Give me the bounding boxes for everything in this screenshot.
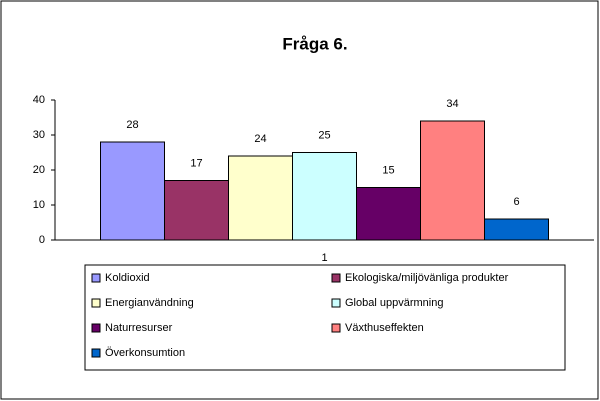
legend-label: Energianvändning [105,297,194,309]
legend-swatch [91,348,101,358]
legend-box [84,264,566,371]
data-label: 17 [190,157,202,169]
legend-label: Överkonsumtion [105,347,185,359]
legend-label: Ekologiska/miljövänliga produkter [345,272,509,284]
y-tick-label: 0 [39,234,45,246]
legend-swatch [91,273,101,283]
legend-label: Naturresurser [105,322,173,334]
y-tick-label: 40 [33,94,45,106]
data-label: 25 [318,129,330,141]
legend-swatch [331,273,341,283]
legend-swatch [331,323,341,333]
bar [292,152,357,241]
legend-label: Koldioxid [105,272,150,284]
data-label: 15 [382,164,394,176]
legend-label: Växthuseffekten [345,322,424,334]
legend-swatch [91,323,101,333]
legend-swatch [91,298,101,308]
data-label: 6 [513,196,519,208]
bar [228,155,293,241]
data-label: 34 [446,98,458,110]
y-tick-label: 30 [33,129,45,141]
bar [484,218,549,241]
data-label: 28 [126,119,138,131]
y-tick-label: 10 [33,199,45,211]
legend-label: Global uppvärmning [345,297,443,309]
x-tick-label: 1 [321,252,327,264]
bar [100,141,165,241]
data-label: 24 [254,133,266,145]
y-tick-label: 20 [33,164,45,176]
chart-title: Fråga 6. [282,34,347,53]
bar [164,180,229,241]
legend-swatch [331,298,341,308]
bar [420,120,485,241]
bar [356,187,421,241]
